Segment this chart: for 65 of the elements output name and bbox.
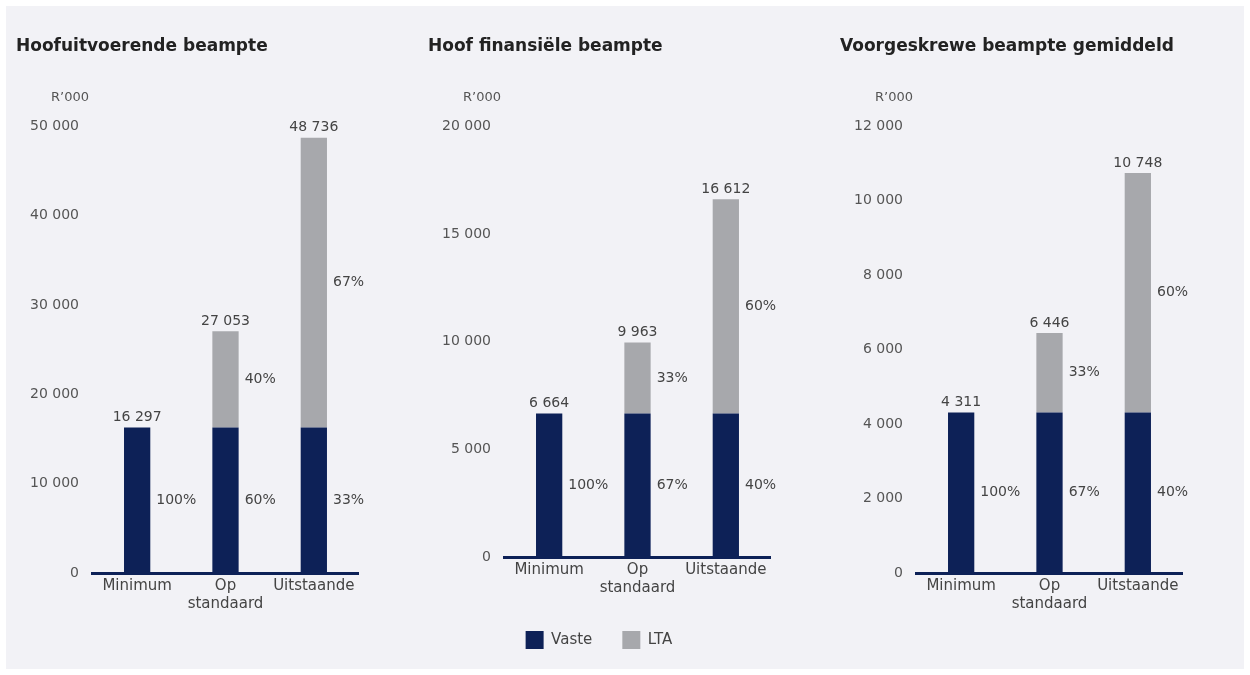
y-tick-label: 10 000 bbox=[29, 474, 79, 491]
y-tick-label: 8 000 bbox=[862, 265, 903, 282]
y-tick-label: 20 000 bbox=[441, 117, 491, 134]
y-tick-label: 12 000 bbox=[853, 117, 903, 134]
x-tick-label: Op standaard bbox=[187, 575, 264, 612]
x-tick-label: Minimum bbox=[102, 575, 172, 594]
y-tick-label: 10 000 bbox=[441, 332, 491, 349]
x-tick-label: Op standaard bbox=[1011, 575, 1088, 612]
annotation: 60% bbox=[744, 297, 777, 314]
y-axis-title: R’000 bbox=[51, 89, 89, 105]
y-axis-title: R’000 bbox=[463, 89, 501, 105]
annotation: 33% bbox=[332, 490, 365, 507]
bar bbox=[300, 137, 327, 428]
total-label: 16 612 bbox=[701, 179, 751, 196]
total-label: 10 748 bbox=[1113, 153, 1163, 170]
annotation: 40% bbox=[744, 475, 777, 492]
y-tick-label: 50 000 bbox=[29, 117, 79, 134]
chart-title: Hoofuitvoerende beampte bbox=[16, 34, 268, 55]
bar bbox=[212, 331, 239, 428]
x-tick-label: Op standaard bbox=[599, 559, 676, 596]
y-tick-label: 20 000 bbox=[29, 385, 79, 401]
y-axis-title: R’000 bbox=[875, 89, 913, 105]
annotation: 100% bbox=[980, 483, 1021, 500]
total-label: 27 053 bbox=[200, 312, 250, 328]
total-label: 6 664 bbox=[529, 394, 570, 411]
annotation: 33% bbox=[1068, 363, 1100, 380]
x-tick-label: Uitstaande bbox=[685, 559, 767, 578]
annotation: 67% bbox=[1068, 483, 1100, 500]
annotation: 100% bbox=[568, 475, 609, 492]
x-tick-label: Minimum bbox=[926, 575, 996, 594]
total-label: 4 311 bbox=[941, 393, 982, 410]
y-tick-label: 40 000 bbox=[29, 206, 79, 223]
chart-title: Hoof finansiële beampte bbox=[428, 34, 663, 55]
annotation: 33% bbox=[656, 368, 688, 385]
annotation: 67% bbox=[656, 475, 688, 492]
x-tick-label: Minimum bbox=[514, 559, 584, 578]
chart-title: Voorgeskrewe beampte gemiddeld bbox=[840, 34, 1174, 55]
y-tick-label: 0 bbox=[894, 563, 903, 580]
legend-label: LTA bbox=[647, 629, 674, 648]
y-tick-label: 15 000 bbox=[441, 224, 491, 241]
annotation: 60% bbox=[1156, 283, 1189, 300]
y-tick-label: 6 000 bbox=[862, 340, 903, 357]
bar bbox=[1036, 333, 1063, 413]
x-tick-label: Uitstaande bbox=[273, 575, 355, 594]
bar bbox=[1124, 173, 1151, 413]
y-tick-label: 10 000 bbox=[853, 191, 903, 208]
total-label: 16 297 bbox=[112, 408, 162, 425]
y-tick-label: 30 000 bbox=[29, 295, 79, 312]
y-tick-label: 0 bbox=[70, 563, 79, 580]
bar bbox=[624, 342, 651, 414]
total-label: 9 963 bbox=[617, 323, 658, 340]
annotation: 67% bbox=[332, 273, 365, 290]
bar bbox=[712, 199, 739, 414]
y-tick-label: 5 000 bbox=[450, 439, 491, 456]
total-label: 48 736 bbox=[289, 118, 339, 135]
x-tick-label: Uitstaande bbox=[1097, 575, 1179, 594]
y-tick-label: 2 000 bbox=[862, 489, 903, 506]
y-tick-label: 4 000 bbox=[862, 414, 903, 431]
legend-label: Vaste bbox=[551, 629, 593, 648]
annotation: 60% bbox=[244, 490, 276, 507]
annotation: 100% bbox=[156, 490, 197, 507]
total-label: 6 446 bbox=[1029, 313, 1070, 330]
annotation: 40% bbox=[1156, 483, 1189, 500]
y-tick-label: 0 bbox=[482, 547, 491, 564]
annotation: 40% bbox=[244, 370, 276, 387]
